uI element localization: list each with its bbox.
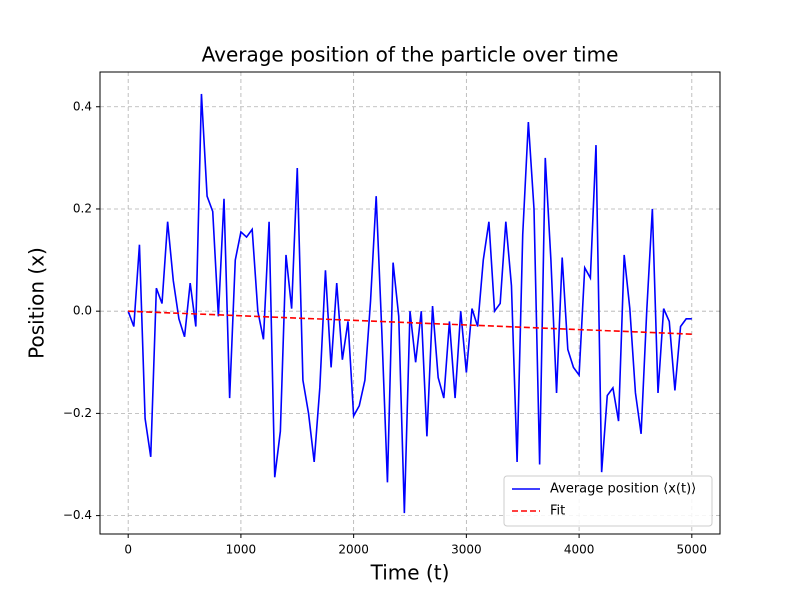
y-tick-label: 0.2 <box>73 201 92 215</box>
x-tick-label: 4000 <box>564 543 595 557</box>
x-tick-label: 0 <box>124 543 132 557</box>
y-tick-label: 0.0 <box>73 304 92 318</box>
x-tick-label: 5000 <box>677 543 708 557</box>
x-tick-label: 2000 <box>338 543 369 557</box>
y-tick-label: 0.4 <box>73 99 92 113</box>
data-line <box>128 310 692 335</box>
x-tick-label: 1000 <box>226 543 257 557</box>
y-tick-label: −0.2 <box>63 406 92 420</box>
legend-box <box>503 475 713 527</box>
legend-label: Fit <box>550 504 565 519</box>
chart-title: Average position of the particle over ti… <box>202 43 619 67</box>
x-tick-label: 3000 <box>451 543 482 557</box>
legend: Average position ⟨x(t)⟩ Fit <box>503 475 713 527</box>
data-line <box>127 93 692 514</box>
y-axis-label: Position (x) <box>25 247 49 359</box>
x-axis-label: Time (t) <box>370 561 450 585</box>
y-tick-label: −0.4 <box>63 508 92 522</box>
legend-label: Average position ⟨x(t)⟩ <box>550 482 696 497</box>
plot-frame <box>99 71 721 535</box>
